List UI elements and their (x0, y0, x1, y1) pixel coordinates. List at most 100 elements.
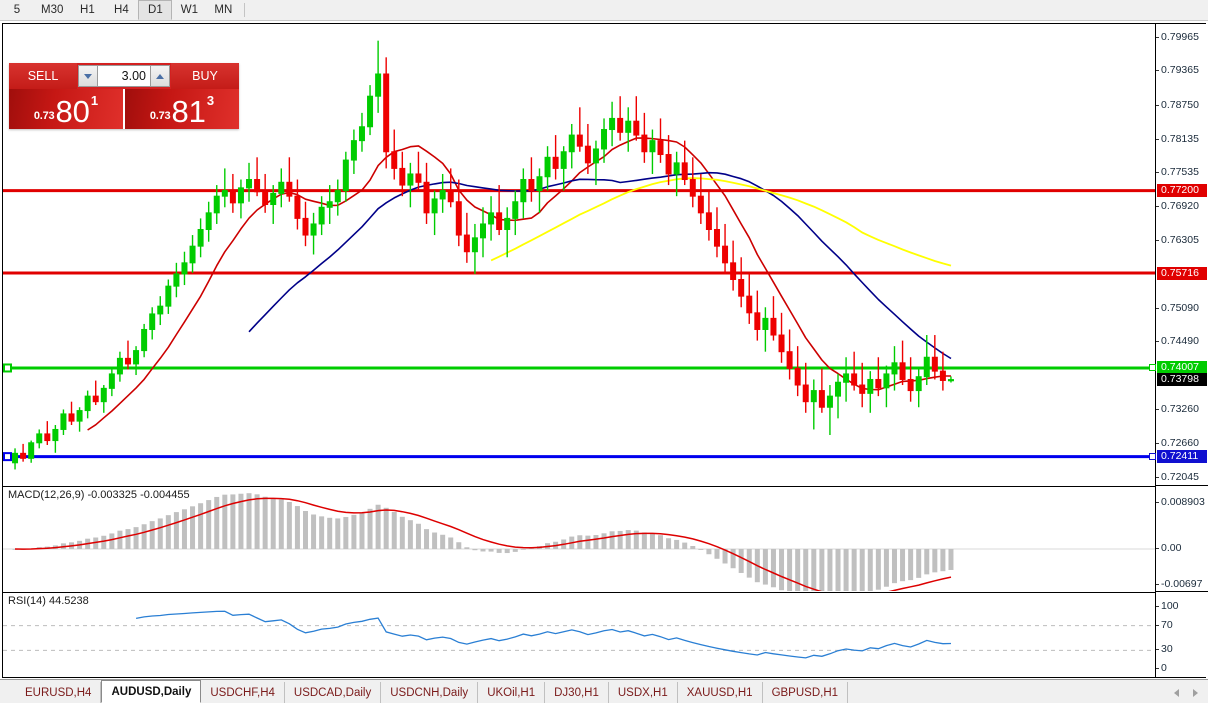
timeframe-button-d1[interactable]: D1 (138, 0, 173, 20)
tick-label: 0 (1161, 662, 1167, 674)
scale-separator (1156, 591, 1208, 592)
rsi-tick: 100 (1156, 600, 1208, 612)
tick-label: 0.008903 (1161, 496, 1205, 508)
buy-price-big: 81 (171, 94, 206, 129)
tick-mark (1156, 502, 1159, 503)
level-drag-handle[interactable] (1149, 453, 1156, 461)
level-drag-handle[interactable] (1149, 364, 1156, 372)
macd-tick: -0.00697 (1156, 578, 1208, 590)
tick-mark (1156, 104, 1159, 106)
price-tick: 0.75090 (1156, 302, 1208, 314)
tick-mark (1156, 307, 1159, 309)
tick-label: 0.72045 (1161, 470, 1199, 483)
macd-tick: 0.008903 (1156, 496, 1208, 508)
volume-input[interactable]: 3.00 (98, 65, 150, 87)
sell-price-button[interactable]: 0.73 80 1 (9, 89, 123, 129)
tick-label: 0.78135 (1161, 132, 1199, 145)
volume-stepper[interactable]: 3.00 (77, 63, 171, 89)
timeframe-button-m30[interactable]: M30 (34, 0, 71, 20)
price-chart-svg (3, 40, 1155, 470)
tick-mark (1156, 138, 1159, 140)
timeframe-button-w1[interactable]: W1 (172, 0, 207, 20)
rsi-pane[interactable]: RSI(14) 44.5238 (3, 592, 1155, 677)
buy-button[interactable]: BUY (171, 63, 239, 89)
price-label-resistance[interactable]: 0.75716 (1157, 266, 1207, 280)
tick-mark (1156, 442, 1159, 444)
rsi-chart-svg (3, 610, 1155, 659)
sell-price-fraction: 1 (90, 93, 99, 108)
tick-label: 70 (1161, 618, 1173, 631)
chart-tab-audusd-daily[interactable]: AUDUSD,Daily (101, 680, 202, 703)
scroll-left-icon[interactable] (1174, 688, 1179, 697)
macd-tick: 0.00 (1156, 542, 1208, 554)
tick-label: 0.76305 (1161, 234, 1199, 247)
buy-price-prefix: 0.73 (149, 110, 171, 122)
one-click-trade-panel[interactable]: SELL 3.00 BUY 0.73 80 1 (9, 63, 239, 129)
buy-price-button[interactable]: 0.73 81 3 (125, 89, 239, 129)
tick-mark (1156, 547, 1159, 549)
tick-label: 0.76920 (1161, 200, 1199, 213)
price-label-current-price[interactable]: 0.73798 (1157, 373, 1207, 387)
chart-tab-ukoil-h1[interactable]: UKOil,H1 (478, 682, 546, 703)
timeframe-button-h1[interactable]: H1 (70, 0, 105, 20)
tick-label: 0.77535 (1161, 166, 1199, 179)
scale-separator (1156, 485, 1208, 486)
tick-mark (1156, 37, 1159, 39)
price-tick: 0.76920 (1156, 200, 1208, 212)
chart-window: AUDUSD,Daily 0.73782 0.73855 0.73745 0.7… (2, 23, 1208, 693)
rsi-tick: 0 (1156, 662, 1208, 674)
price-label-target[interactable]: 0.72411 (1157, 450, 1207, 464)
chart-tab-bar: EURUSD,H4 AUDUSD,Daily USDCHF,H4 USDCAD,Dai… (0, 679, 1208, 703)
tick-mark (1156, 206, 1159, 208)
price-tick: 0.73260 (1156, 403, 1208, 415)
toolbar-separator (244, 3, 246, 17)
chart-tab-eurusd-h4[interactable]: EURUSD,H4 (16, 682, 102, 703)
tick-label: 0.78750 (1161, 98, 1199, 111)
tick-mark (1156, 668, 1159, 669)
chart-tab-usdcad-daily[interactable]: USDCAD,Daily (284, 682, 382, 703)
price-label-resistance[interactable]: 0.77200 (1157, 184, 1207, 198)
tick-mark (1156, 606, 1159, 607)
chart-tab-xauusd-h1[interactable]: XAUUSD,H1 (677, 682, 763, 703)
tick-label: 0.00 (1161, 541, 1182, 554)
chart-tab-usdchf-h4[interactable]: USDCHF,H4 (201, 682, 285, 703)
macd-chart-svg (3, 493, 1155, 591)
price-tick: 0.72045 (1156, 471, 1208, 483)
tick-mark (1156, 341, 1159, 343)
chart-tab-usdx-h1[interactable]: USDX,H1 (608, 682, 678, 703)
price-tick: 0.79365 (1156, 64, 1208, 76)
chart-tab-usdcnh-daily[interactable]: USDCNH,Daily (381, 682, 479, 703)
tab-scroll-controls[interactable] (1174, 682, 1208, 703)
chart-tab-gbpusd-h1[interactable]: GBPUSD,H1 (762, 682, 849, 703)
tick-mark (1156, 70, 1159, 72)
tick-label: 0.79365 (1161, 64, 1199, 77)
timeframe-button-mn[interactable]: MN (206, 0, 241, 20)
price-tick: 0.76305 (1156, 234, 1208, 246)
chart-tab-dj30-h1[interactable]: DJ30,H1 (545, 682, 609, 703)
tick-label: 0.73260 (1161, 403, 1199, 416)
sell-button[interactable]: SELL (9, 63, 77, 89)
tick-label: 100 (1161, 600, 1179, 612)
timeframe-button-5[interactable]: 5 (0, 0, 34, 20)
timeframe-button-h4[interactable]: H4 (104, 0, 139, 20)
price-label-support[interactable]: 0.74007 (1157, 361, 1207, 375)
macd-label: MACD(12,26,9) -0.003325 -0.004455 (8, 489, 190, 501)
macd-pane[interactable]: MACD(12,26,9) -0.003325 -0.004455 (3, 486, 1155, 591)
trade-panel-header: SELL 3.00 BUY (9, 63, 239, 89)
price-tick: 0.78750 (1156, 99, 1208, 111)
rsi-tick: 70 (1156, 619, 1208, 631)
volume-decrement-button[interactable] (78, 65, 98, 87)
trade-panel-prices: 0.73 80 1 0.73 81 3 (9, 89, 239, 129)
tick-mark (1156, 240, 1159, 242)
rsi-tick: 30 (1156, 643, 1208, 655)
price-scale[interactable]: 0.79965 0.79365 0.78750 0.78135 0.77535 0.769… (1149, 24, 1208, 677)
chevron-up-icon (156, 73, 164, 79)
tick-label: -0.00697 (1161, 578, 1203, 590)
buy-price-fraction: 3 (206, 93, 215, 108)
tick-mark (1156, 624, 1159, 626)
tick-label: 0.79965 (1161, 31, 1199, 44)
tick-label: 0.75090 (1161, 301, 1199, 314)
timeframe-toolbar: 5 M30 H1 H4 D1 W1 MN (0, 0, 1208, 21)
volume-increment-button[interactable] (150, 65, 170, 87)
scroll-right-icon[interactable] (1193, 688, 1198, 697)
